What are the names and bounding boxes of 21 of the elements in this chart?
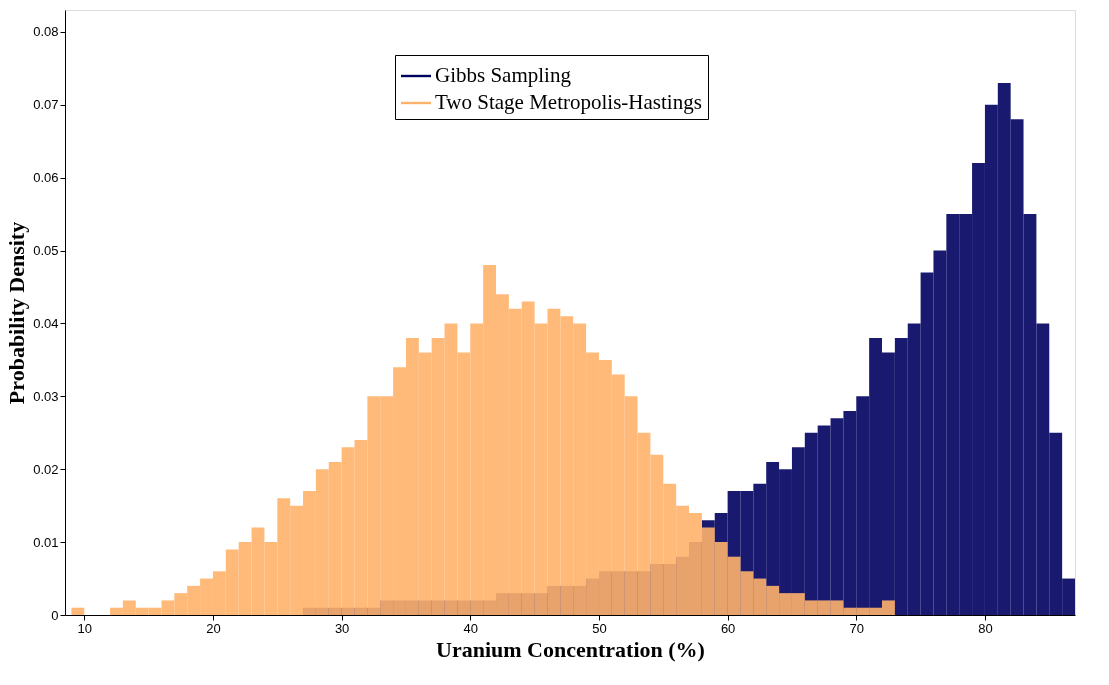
x-tick-label: 80 xyxy=(978,620,993,636)
x-tick-label: 50 xyxy=(592,620,607,636)
legend-label: Gibbs Sampling xyxy=(435,63,572,87)
y-tick-label: 0.03 xyxy=(33,388,59,404)
y-tick-label: 0.01 xyxy=(33,534,59,550)
y-tick-label: 0.07 xyxy=(33,97,59,113)
x-tick-label: 20 xyxy=(206,620,221,636)
x-axis-title: Uranium Concentration (%) xyxy=(436,636,705,662)
y-tick-label: 0.08 xyxy=(33,24,59,40)
y-tick-label: 0.05 xyxy=(33,243,59,259)
y-tick-label: 0.04 xyxy=(33,315,59,331)
y-tick-label: 0 xyxy=(51,607,59,623)
x-tick-label: 70 xyxy=(849,620,865,636)
y-axis-title: Probability Density xyxy=(4,221,30,405)
y-tick-label: 0.06 xyxy=(33,170,59,186)
x-tick-label: 60 xyxy=(720,620,736,636)
x-tick-label: 10 xyxy=(77,620,93,636)
y-tick-label: 0.02 xyxy=(33,461,59,477)
legend-label: Two Stage Metropolis-Hastings xyxy=(435,90,702,114)
x-tick-label: 30 xyxy=(334,620,350,636)
x-tick-label: 40 xyxy=(463,620,479,636)
